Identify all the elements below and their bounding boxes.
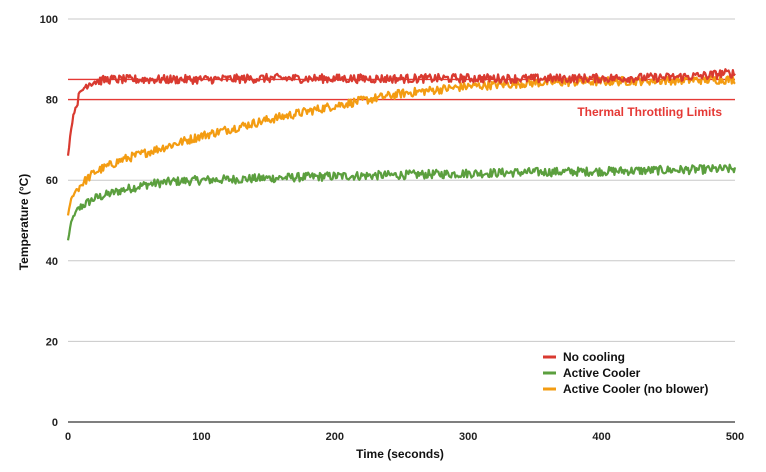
y-tick-label: 100 <box>40 14 58 26</box>
x-tick-label: 100 <box>192 431 210 443</box>
x-tick-label: 200 <box>326 431 344 443</box>
y-tick-labels: 0 20 40 60 80 100 <box>40 14 58 429</box>
y-tick-label: 0 <box>52 417 58 429</box>
throttling-annotation: Thermal Throttling Limits <box>577 105 722 119</box>
x-tick-label: 0 <box>65 431 71 443</box>
series-line-no-cooling <box>66 68 736 156</box>
series-line-active-cooler <box>66 163 737 241</box>
series-lines <box>66 68 737 241</box>
legend-label: Active Cooler <box>563 366 641 380</box>
y-tick-label: 80 <box>46 95 58 107</box>
legend-label: No cooling <box>563 350 625 364</box>
legend-item-no-cooling: No cooling <box>543 350 625 364</box>
y-tick-label: 60 <box>46 175 58 187</box>
y-axis-title: Temperature (°C) <box>17 174 31 271</box>
x-tick-label: 500 <box>726 431 744 443</box>
legend: No cooling Active Cooler Active Cooler (… <box>543 350 708 396</box>
x-tick-label: 300 <box>459 431 477 443</box>
legend-label: Active Cooler (no blower) <box>563 382 708 396</box>
y-tick-label: 40 <box>46 256 58 268</box>
x-tick-labels: 0 100 200 300 400 500 <box>65 431 744 443</box>
legend-item-active-cooler: Active Cooler <box>543 366 641 380</box>
x-tick-label: 400 <box>592 431 610 443</box>
legend-item-active-cooler-no-blower: Active Cooler (no blower) <box>543 382 708 396</box>
y-tick-label: 20 <box>46 336 58 348</box>
series-line-active-cooler-no-blower <box>66 74 736 216</box>
x-axis-title: Time (seconds) <box>356 447 444 461</box>
